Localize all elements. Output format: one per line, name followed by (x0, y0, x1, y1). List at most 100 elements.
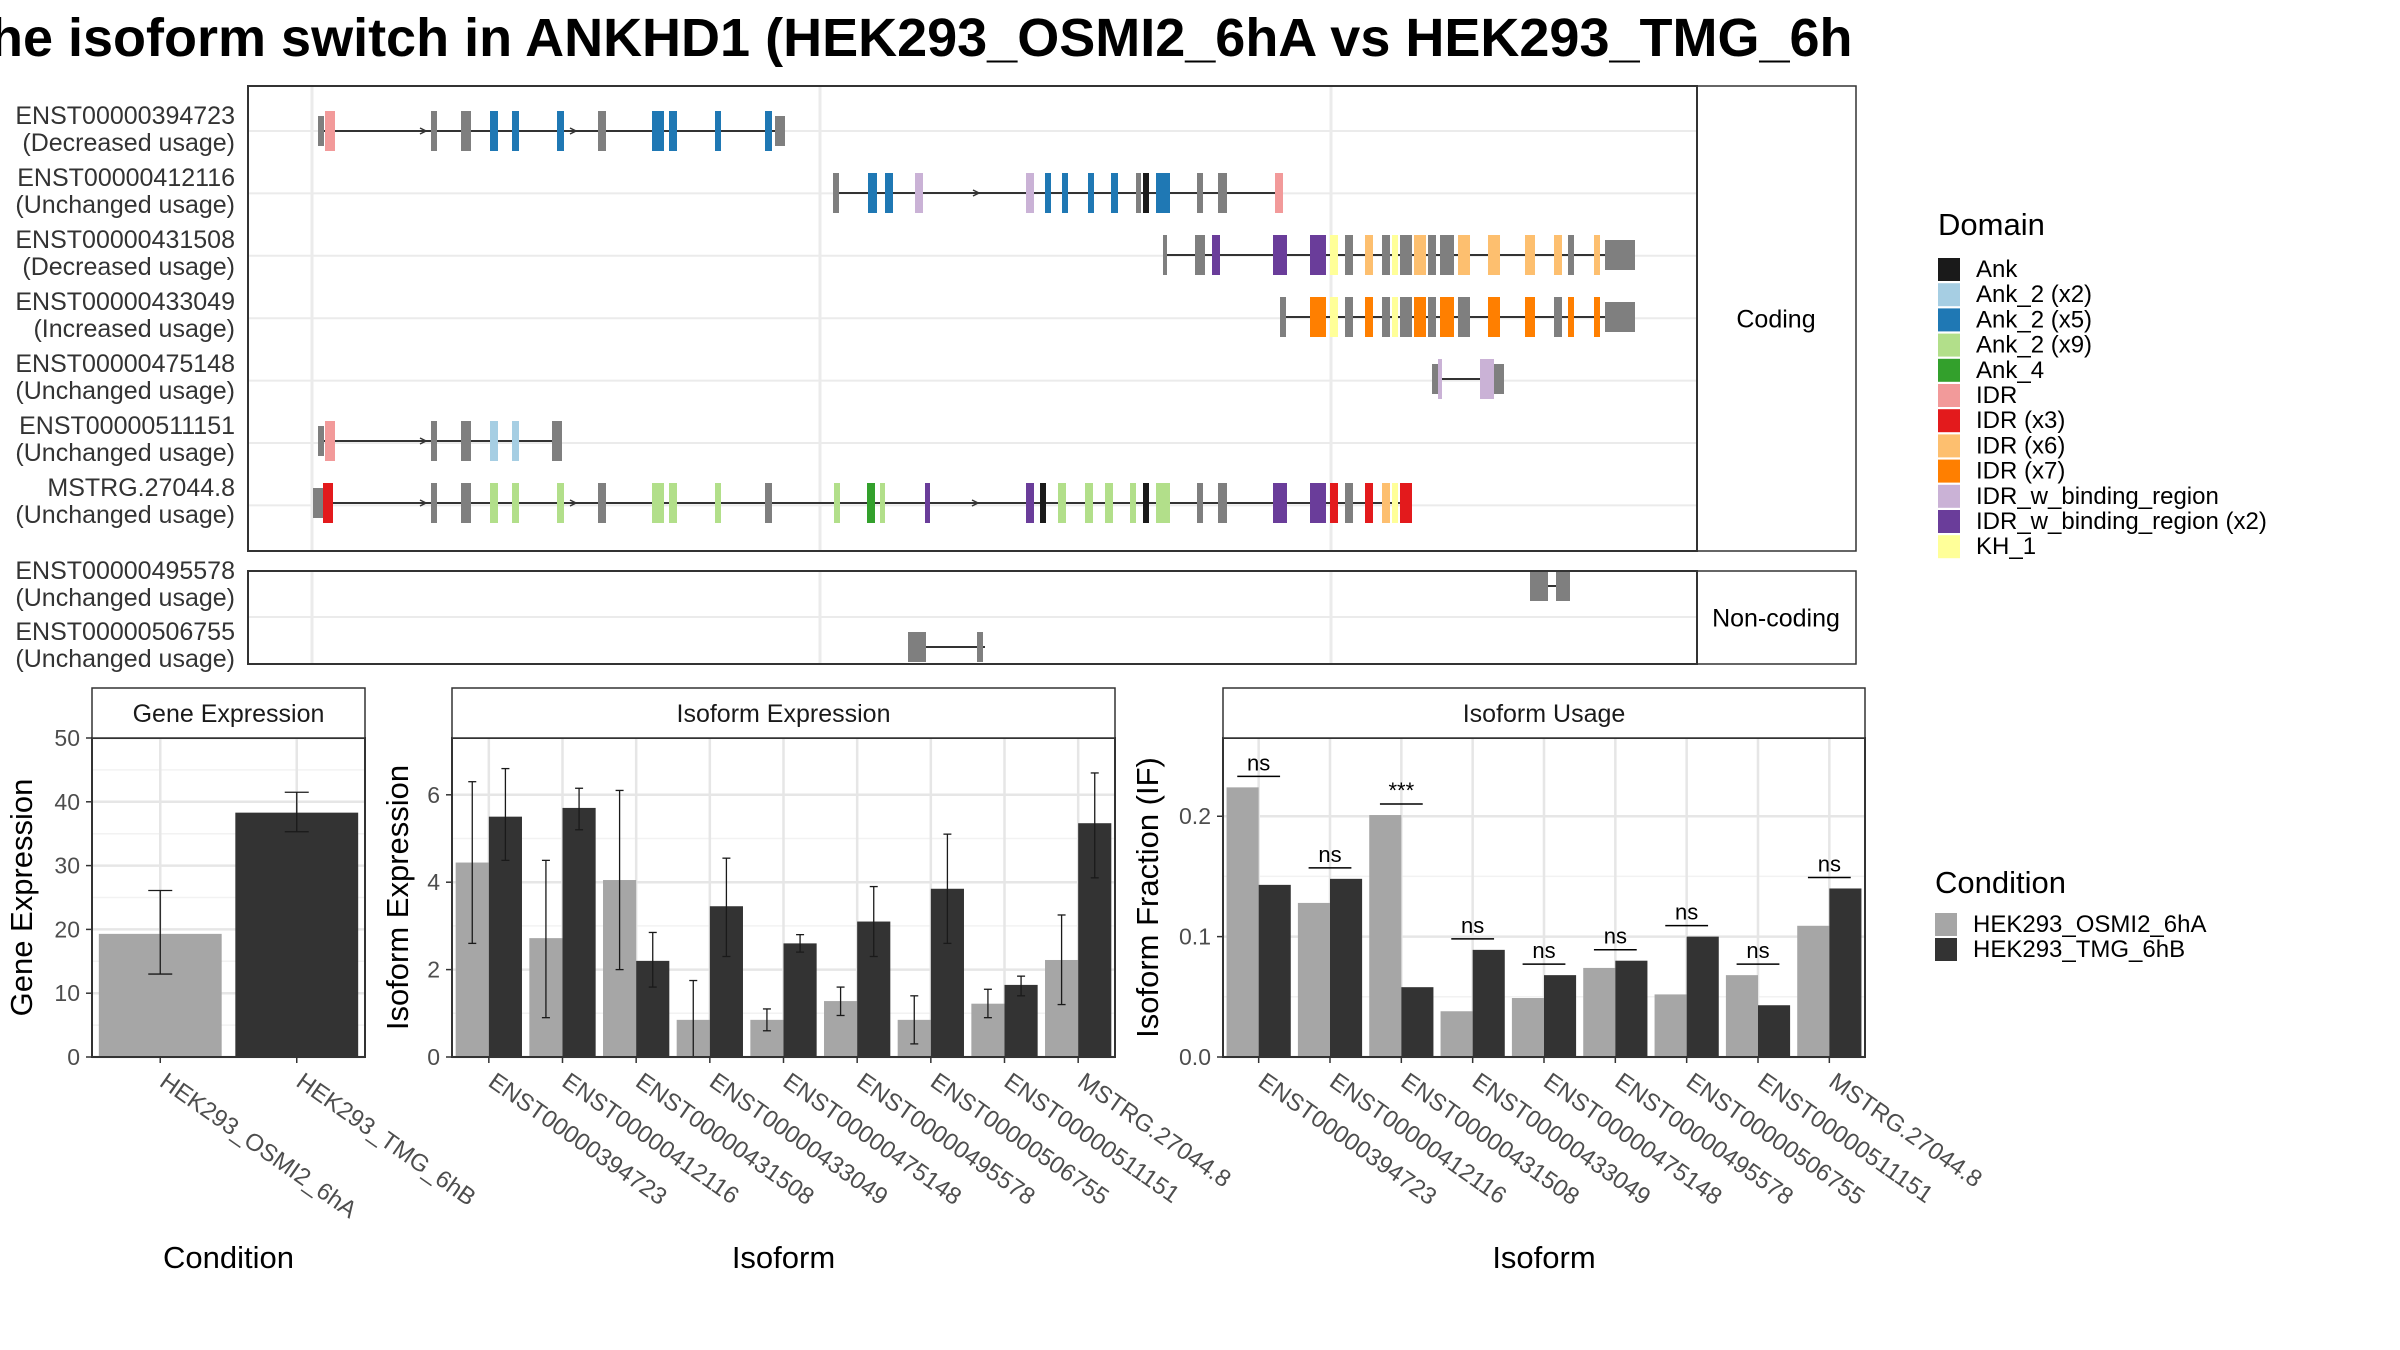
bar (1440, 1011, 1473, 1057)
strand-arrow (569, 499, 578, 507)
exon (1414, 235, 1426, 275)
exon (598, 483, 606, 523)
bar (235, 812, 359, 1057)
coding-panel-border (247, 85, 1698, 552)
y-axis-title: Isoform Expression (380, 765, 415, 1030)
exon (765, 483, 772, 523)
exon (552, 421, 562, 461)
exon (1382, 297, 1390, 337)
y-tick-label: 30 (54, 853, 80, 879)
condition-legend-label: HEK293_OSMI2_6hA (1973, 911, 2206, 938)
transcript-label: ENST00000412116 (17, 164, 235, 192)
domain-legend-label: KH_1 (1976, 533, 2036, 560)
y-tick-label: 2 (427, 957, 440, 983)
exon (598, 111, 606, 151)
exon (557, 111, 564, 151)
exon (1530, 571, 1548, 601)
condition-legend-title: Condition (1935, 865, 2066, 900)
strand-arrow (419, 499, 428, 507)
exon (490, 111, 498, 151)
bar (1004, 984, 1038, 1057)
legend-key (1938, 510, 1960, 533)
exon (1556, 571, 1570, 601)
transcript-label: ENST00000506755 (15, 618, 235, 646)
domain-legend-label: IDR_w_binding_region (x2) (1976, 508, 2267, 535)
legend-key (1935, 913, 1957, 936)
exon (1330, 483, 1338, 523)
legend-key (1935, 938, 1957, 961)
exon (1392, 483, 1398, 523)
exon (1280, 297, 1286, 337)
legend-key (1938, 333, 1960, 357)
exon (775, 116, 785, 146)
bar (1615, 960, 1648, 1057)
exon (1428, 297, 1436, 337)
y-tick-label: 0 (67, 1044, 80, 1070)
exon (325, 421, 335, 461)
transcript-ENST00000506755 (908, 632, 985, 662)
domain-legend-label: IDR (1976, 382, 2017, 409)
exon (915, 173, 923, 213)
exon (1273, 483, 1287, 523)
exon (1594, 297, 1600, 337)
transcript-label: ENST00000475148 (15, 350, 235, 378)
legend-key (1938, 358, 1960, 382)
transcript-structure-panel: CodingNon-codingENST00000394723(Decrease… (15, 85, 1857, 673)
exon (669, 483, 677, 523)
transcript-label: ENST00000394723 (15, 102, 235, 130)
exon (1438, 359, 1442, 399)
exon (1040, 483, 1046, 523)
exon (1218, 173, 1227, 213)
exon (1310, 483, 1326, 523)
transcript-label: ENST00000433049 (15, 288, 235, 316)
exon (1088, 173, 1094, 213)
exon (313, 488, 323, 518)
significance-label: ns (1532, 938, 1555, 963)
exon (1136, 173, 1141, 213)
exon (1365, 483, 1373, 523)
exon (1026, 173, 1034, 213)
significance-label: ns (1247, 750, 1270, 775)
exon (1275, 173, 1283, 213)
exon (512, 483, 519, 523)
figure-title: he isoform switch in ANKHD1 (HEK293_OSMI… (0, 8, 1853, 68)
strand-arrow (971, 499, 980, 507)
exon (1365, 297, 1373, 337)
condition-legend-label: HEK293_TMG_6hB (1973, 936, 2185, 963)
exon (1400, 297, 1412, 337)
transcript-ENST00000412116 (833, 173, 1283, 213)
transcript-label: ENST00000495578 (15, 557, 235, 585)
transcript-ENST00000511151 (318, 421, 562, 461)
bar (1330, 878, 1363, 1057)
legend-key (1938, 283, 1960, 307)
exon (325, 111, 335, 151)
transcript-ENST00000495578 (1530, 571, 1570, 601)
exon (1568, 297, 1574, 337)
exon (1111, 173, 1118, 213)
exon (1400, 235, 1412, 275)
domain-legend-label: IDR (x6) (1976, 432, 2065, 459)
y-tick-label: 50 (54, 725, 80, 751)
x-axis-title: Isoform (732, 1240, 835, 1275)
bar (1297, 902, 1330, 1057)
y-tick-label: 0.1 (1179, 924, 1211, 950)
facet-title: Isoform Usage (1463, 700, 1626, 728)
exon (925, 483, 930, 523)
strand-arrow (972, 189, 981, 197)
exon (1525, 235, 1535, 275)
exon (1392, 235, 1398, 275)
exon (1554, 297, 1562, 337)
exon (1400, 483, 1412, 523)
exon (431, 483, 437, 523)
usage-label: (Decreased usage) (22, 253, 235, 281)
exon (1480, 359, 1494, 399)
exon (1195, 235, 1205, 275)
x-axis-title: Condition (163, 1240, 294, 1275)
facet-title: Gene Expression (133, 700, 325, 728)
exon (1105, 483, 1113, 523)
exon (1605, 240, 1635, 270)
legend-key (1938, 434, 1960, 458)
legend-key (1938, 409, 1960, 433)
